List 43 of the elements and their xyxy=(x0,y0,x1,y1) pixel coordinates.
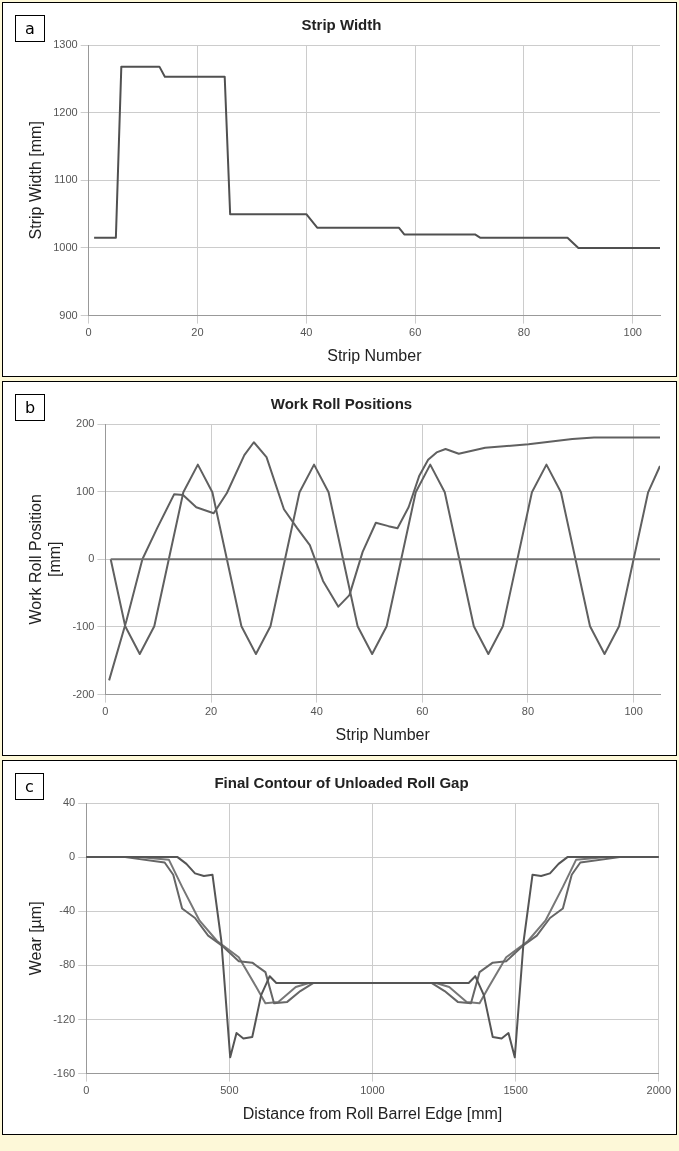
y-tick-label: 1300 xyxy=(53,38,78,51)
y-axis-title: Wear [µm] xyxy=(27,901,45,976)
y-tick-label: 1000 xyxy=(53,240,78,253)
x-tick-label: 20 xyxy=(191,326,204,339)
y-tick-label: 200 xyxy=(76,417,95,430)
x-tick-label: 1000 xyxy=(360,1084,385,1097)
x-tick-label: 100 xyxy=(624,705,643,718)
x-tick-label: 80 xyxy=(521,705,535,718)
x-tick-label: 80 xyxy=(517,326,531,339)
x-tick-label: 2000 xyxy=(646,1084,672,1097)
x-axis-title: Strip Number xyxy=(335,725,431,743)
x-tick-label: 60 xyxy=(416,705,429,718)
y-tick-label: 1100 xyxy=(54,173,78,186)
x-axis-title: Strip Number xyxy=(327,346,423,364)
y-tick-label: 100 xyxy=(76,484,95,497)
y-tick-label: 40 xyxy=(62,796,76,809)
y-axis-title: Work Roll Position [mm] xyxy=(27,494,64,625)
x-axis-title: Distance from Roll Barrel Edge [mm] xyxy=(242,1104,503,1122)
y-tick-label: -120 xyxy=(53,1012,76,1025)
chart-title: Final Contour of Unloaded Roll Gap xyxy=(214,774,469,792)
chart-title: Strip Width xyxy=(301,16,382,34)
y-tick-label: -80 xyxy=(59,958,76,971)
text: b xyxy=(15,394,46,421)
x-tick-label: 1500 xyxy=(503,1084,528,1097)
y-tick-label: -100 xyxy=(72,619,95,632)
y-tick-label: 900 xyxy=(59,308,78,321)
x-tick-label: 500 xyxy=(220,1084,239,1097)
x-tick-label: 100 xyxy=(623,326,642,339)
x-tick-label: 40 xyxy=(300,326,313,339)
text: c xyxy=(15,773,44,800)
y-tick-label: -160 xyxy=(53,1066,76,1079)
x-tick-label: 60 xyxy=(409,326,422,339)
y-tick-label: -40 xyxy=(59,904,76,917)
x-tick-label: 0 xyxy=(102,705,109,718)
y-tick-label: 0 xyxy=(88,552,95,565)
text: a xyxy=(15,15,45,42)
chart-title: Work Roll Positions xyxy=(270,395,413,413)
x-tick-label: 20 xyxy=(204,705,218,718)
y-tick-label: -200 xyxy=(72,687,95,700)
x-tick-label: 40 xyxy=(310,705,323,718)
y-axis-title: Strip Width [mm] xyxy=(27,121,45,240)
y-tick-label: 1200 xyxy=(53,105,78,118)
y-tick-label: 0 xyxy=(69,850,76,863)
